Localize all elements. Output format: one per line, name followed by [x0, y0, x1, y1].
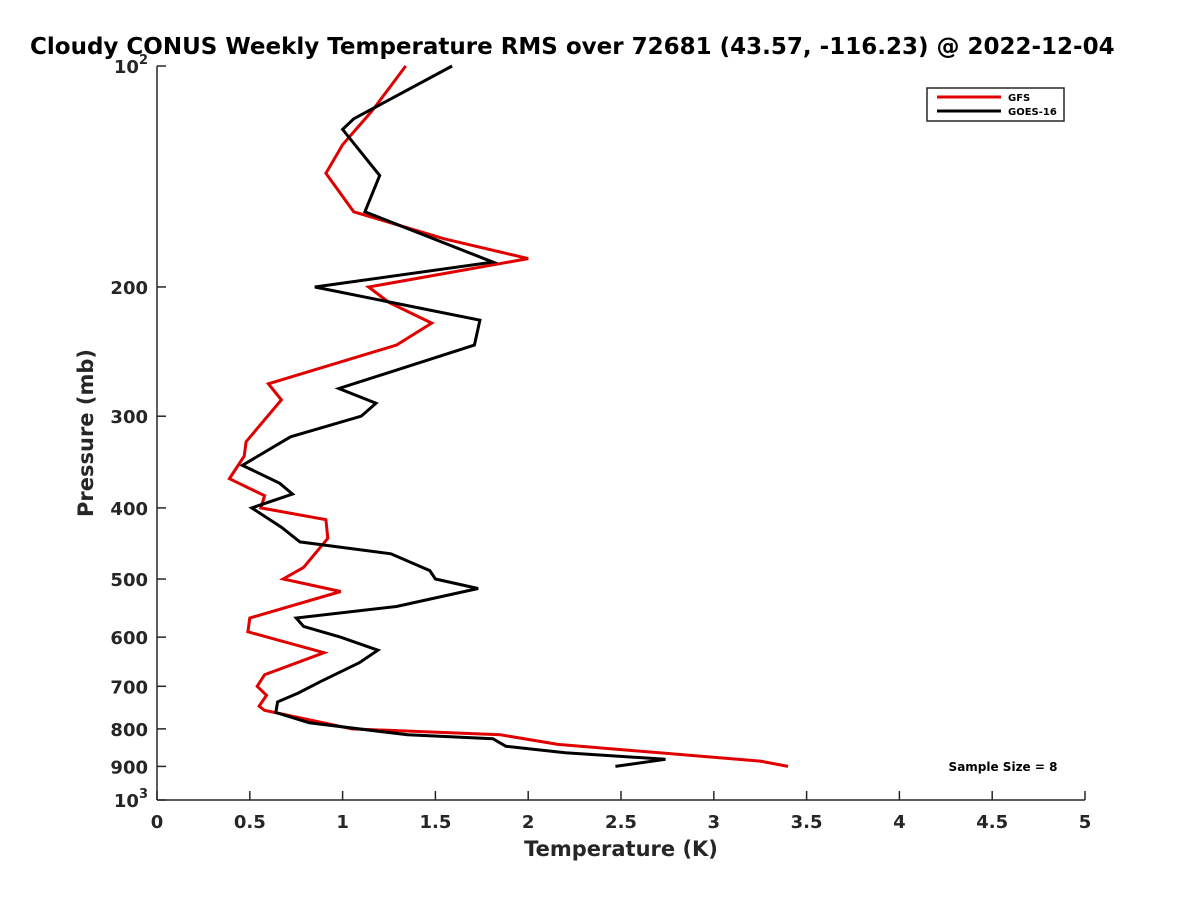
- legend-box: [926, 87, 1065, 122]
- chart-title: Cloudy CONUS Weekly Temperature RMS over…: [30, 34, 1115, 60]
- x-tick-label: 1.5: [419, 812, 451, 833]
- x-tick-label: 2.5: [605, 812, 637, 833]
- y-tick-label: 700: [110, 677, 148, 698]
- series-layer: [227, 64, 789, 768]
- x-tick-label: 1: [336, 812, 349, 833]
- y-tick-label: 102: [114, 53, 148, 78]
- y-tick-label: 500: [110, 570, 148, 591]
- x-tick-label: 0.5: [234, 812, 266, 833]
- y-tick-label: 200: [110, 278, 148, 299]
- y-axis: 102 200 300 400 500 600 700 800 900 103: [110, 53, 166, 812]
- legend-label: GOES-16: [1008, 107, 1057, 118]
- y-tick-label: 400: [110, 499, 148, 520]
- x-tick-label: 0: [151, 812, 164, 833]
- plot-area: [156, 66, 1085, 801]
- y-tick-label: 800: [110, 720, 148, 741]
- series-line-gfs: [227, 65, 789, 768]
- x-axis: 0 0.5 1 1.5 2 2.5 3 3.5 4 4.5 5: [151, 791, 1092, 833]
- sample-size-annotation: Sample Size = 8: [949, 760, 1058, 774]
- y-tick-label: 600: [110, 628, 148, 649]
- y-tick-label: 300: [110, 407, 148, 428]
- x-axis-label: Temperature (K): [524, 837, 718, 861]
- x-tick-label: 3: [708, 812, 721, 833]
- legend: GFS GOES-16: [926, 87, 1065, 122]
- y-tick-label: 103: [114, 787, 148, 812]
- x-tick-label: 5: [1079, 812, 1092, 833]
- legend-label: GFS: [1008, 93, 1030, 104]
- y-tick-label: 900: [110, 757, 148, 778]
- x-tick-label: 4: [893, 812, 906, 833]
- x-tick-label: 4.5: [976, 812, 1008, 833]
- x-tick-label: 3.5: [791, 812, 823, 833]
- y-axis-label: Pressure (mb): [74, 349, 98, 517]
- x-tick-label: 2: [522, 812, 535, 833]
- series-line-goes-16: [239, 64, 666, 768]
